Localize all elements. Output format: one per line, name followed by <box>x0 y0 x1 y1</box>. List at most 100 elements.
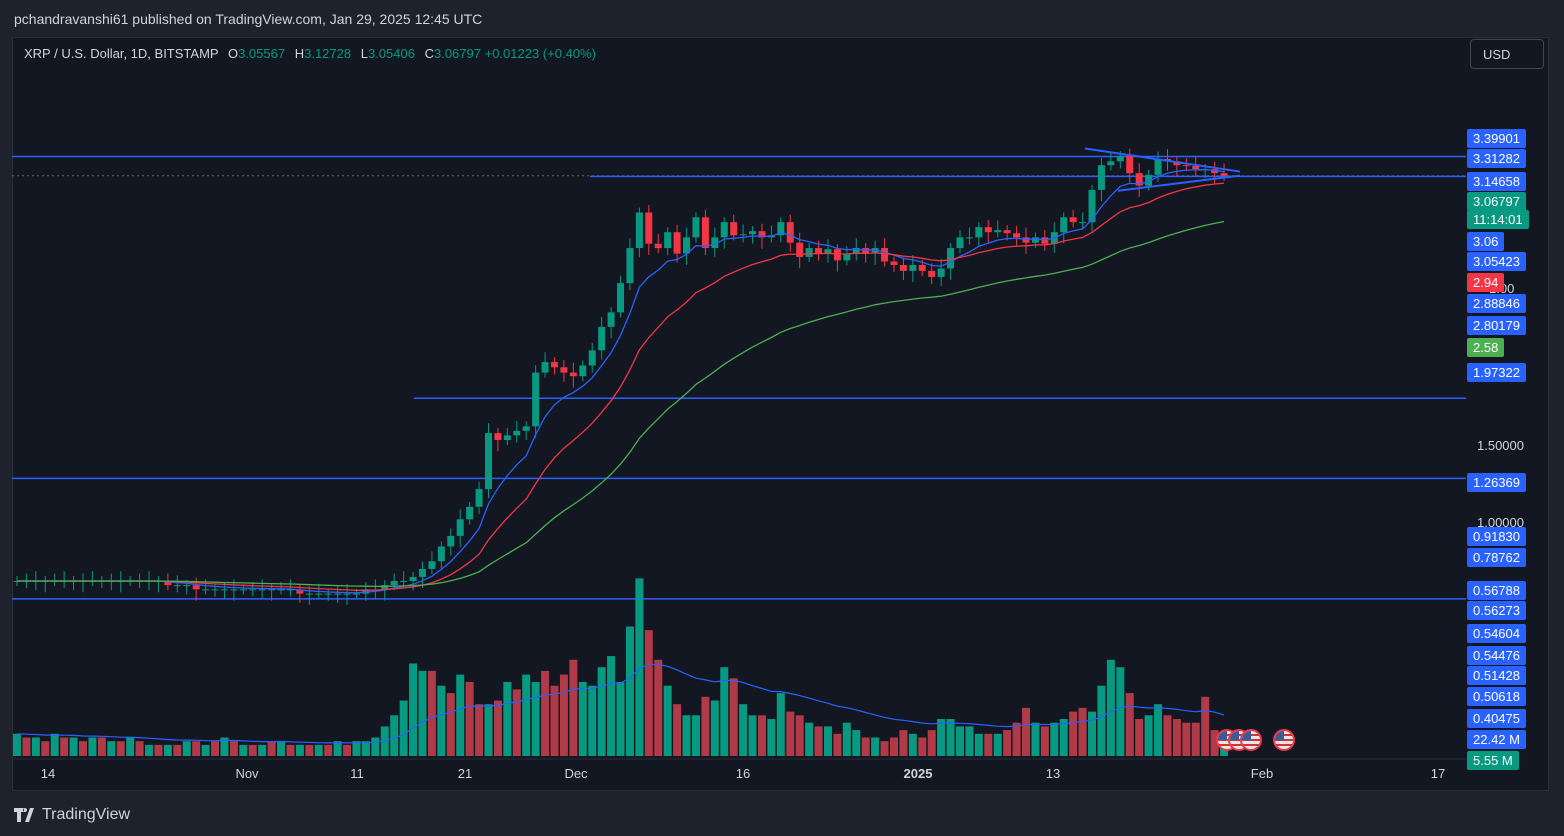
moving-average-line <box>17 220 1225 588</box>
volume-bar <box>880 741 889 756</box>
volume-bar <box>908 733 917 756</box>
volume-bar <box>805 722 814 756</box>
volume-bar <box>644 630 653 756</box>
candle-body <box>503 435 511 441</box>
candle-body <box>635 212 643 249</box>
time-axis-label: 17 <box>1430 766 1446 781</box>
time-axis-label: 13 <box>1045 766 1061 781</box>
candle-body <box>409 576 417 581</box>
volume-bar <box>258 744 267 756</box>
volume-bar <box>852 730 861 756</box>
price-axis-label: 1.50000 <box>1477 438 1524 453</box>
volume-bar <box>352 741 361 756</box>
candle-body <box>1154 159 1162 175</box>
volume-bar <box>475 704 484 756</box>
volume-bar <box>1125 693 1134 756</box>
time-axis-label: 16 <box>735 766 751 781</box>
change-value: +0.01223 (+0.40%) <box>484 46 596 61</box>
candle-body <box>334 593 342 595</box>
volume-bar <box>427 670 436 756</box>
candle-body <box>730 222 738 236</box>
top-bar: pchandravanshi61 published on TradingVie… <box>0 0 1564 38</box>
candle-body <box>673 232 681 254</box>
candle-body <box>418 568 426 577</box>
volume-bar <box>1022 707 1031 756</box>
candle-body <box>1060 217 1068 233</box>
price-axis-tag: 0.54604 <box>1467 624 1526 643</box>
volume-bar <box>116 741 125 756</box>
candle-body <box>268 589 276 591</box>
candle-body <box>1145 174 1153 186</box>
candle-body <box>541 362 549 373</box>
candle-body <box>315 593 323 595</box>
chart-panel[interactable] <box>12 37 1549 791</box>
candle-body <box>211 589 219 591</box>
candle-body <box>909 264 917 271</box>
candle-body <box>475 489 483 507</box>
volume-bar <box>182 741 191 756</box>
candle-body <box>975 227 983 238</box>
volume-bar <box>682 715 691 756</box>
volume-bar <box>13 733 21 756</box>
candle-body <box>984 227 992 233</box>
volume-bar <box>814 726 823 756</box>
close-label: C <box>424 46 434 61</box>
volume-bar <box>720 667 729 756</box>
volume-bar <box>597 667 606 756</box>
candle-body <box>626 248 634 284</box>
volume-bar <box>673 704 682 756</box>
symbol-title[interactable]: XRP / U.S. Dollar, 1D, BITSTAMP <box>24 46 219 61</box>
candle-body <box>937 268 945 277</box>
volume-bar <box>60 737 69 756</box>
candle-body <box>1088 189 1096 223</box>
volume-bar <box>757 715 766 756</box>
volume-bar <box>635 578 644 756</box>
volume-bar <box>974 733 983 756</box>
volume-bar <box>767 719 776 756</box>
candle-body <box>824 249 832 254</box>
candle-body <box>1211 169 1219 174</box>
candle-body <box>1220 173 1228 176</box>
volume-bar <box>493 700 502 756</box>
candle-body <box>692 217 700 238</box>
price-axis-tag: 0.54476 <box>1467 646 1526 665</box>
volume-bar <box>79 741 88 756</box>
price-axis-tag: 1.26369 <box>1467 473 1526 492</box>
candle-body <box>428 561 436 569</box>
volume-bar <box>776 693 785 756</box>
volume-bar <box>1163 715 1172 756</box>
volume-bar <box>993 733 1002 756</box>
volume-bar <box>1012 722 1021 756</box>
volume-bar <box>531 682 540 756</box>
us-flag-icon[interactable] <box>1273 729 1295 751</box>
candle-body <box>447 535 455 547</box>
candle-body <box>654 243 662 249</box>
candle-body <box>720 222 728 238</box>
volume-bar <box>748 715 757 756</box>
price-axis-tag: 0.51428 <box>1467 666 1526 685</box>
candle-body <box>522 426 530 431</box>
volume-bar <box>1059 719 1068 756</box>
price-axis-tag: 2.80179 <box>1467 316 1526 335</box>
us-flag-icon[interactable] <box>1240 729 1262 751</box>
volume-bar <box>154 744 163 756</box>
tradingview-brand[interactable]: TradingView <box>42 806 131 823</box>
time-axis-label: 2025 <box>903 766 933 781</box>
volume-bar <box>41 741 50 756</box>
triangle-lower-line <box>1117 174 1241 192</box>
volume-bar <box>371 737 380 756</box>
tradingview-logo-icon[interactable] <box>14 808 38 822</box>
time-axis-label: 11 <box>350 766 364 781</box>
volume-bar <box>1191 722 1200 756</box>
candle-body <box>1097 165 1105 190</box>
volume-bar <box>823 726 832 756</box>
open-value: 3.05567 <box>238 46 286 61</box>
volume-bar <box>1088 711 1097 756</box>
candle-body <box>202 589 210 591</box>
currency-button[interactable]: USD <box>1470 39 1544 69</box>
volume-bar <box>522 674 531 756</box>
candle-body <box>918 264 926 271</box>
volume-bar <box>173 744 182 756</box>
candle-body <box>852 248 860 254</box>
